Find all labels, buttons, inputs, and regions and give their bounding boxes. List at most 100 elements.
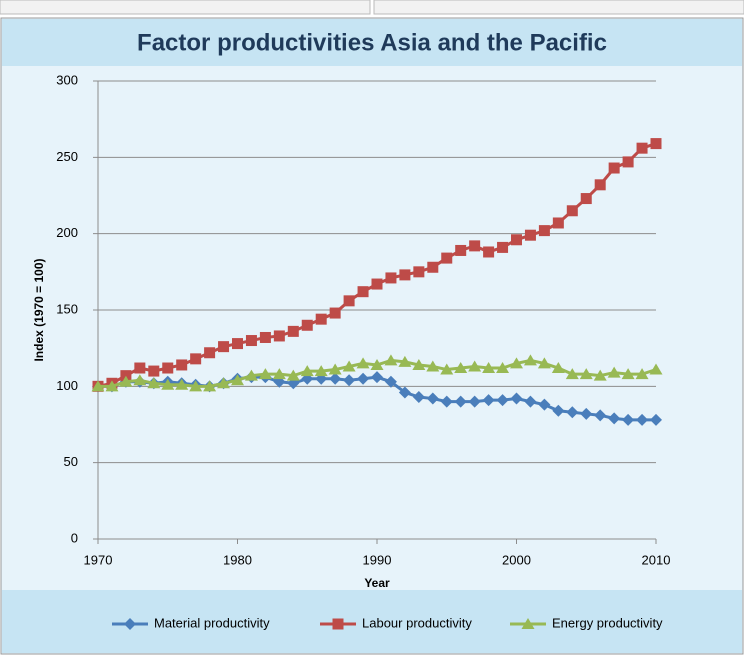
data-point: [427, 261, 439, 273]
y-tick-label: 50: [64, 454, 78, 469]
data-point: [483, 246, 495, 258]
data-point: [468, 395, 481, 408]
data-point: [147, 377, 161, 389]
data-point: [579, 368, 593, 380]
x-tick-label: 1980: [223, 552, 252, 567]
data-point: [175, 378, 189, 390]
data-point: [468, 360, 482, 372]
data-point: [176, 359, 188, 371]
data-point: [523, 354, 537, 366]
data-point: [496, 394, 509, 407]
data-point: [231, 374, 244, 386]
legend-label: Energy productivity: [552, 615, 663, 630]
data-point: [635, 368, 649, 380]
data-point: [232, 338, 243, 350]
data-point: [161, 378, 175, 390]
x-tick-label: 1990: [363, 552, 392, 567]
data-point: [189, 380, 203, 392]
y-tick-label: 0: [71, 530, 78, 545]
x-tick-label: 1970: [84, 552, 113, 567]
data-point: [357, 372, 370, 385]
data-point: [244, 369, 258, 381]
data-point: [357, 286, 369, 298]
data-point: [315, 313, 327, 325]
x-tick-label: 2000: [502, 552, 531, 567]
title-band: [2, 19, 742, 66]
data-point: [272, 368, 286, 380]
data-point: [454, 362, 468, 374]
legend-marker: [124, 618, 136, 630]
legend-marker: [521, 618, 535, 629]
data-point: [328, 363, 342, 375]
data-point: [356, 357, 370, 369]
data-point: [342, 360, 356, 372]
data-point: [524, 229, 536, 241]
data-point: [217, 377, 231, 389]
data-point: [454, 395, 467, 408]
data-point: [398, 355, 412, 367]
data-point: [91, 380, 105, 392]
data-point: [120, 370, 132, 382]
data-point: [636, 413, 649, 426]
data-point: [511, 234, 522, 246]
data-point: [455, 244, 467, 256]
legend-band: [2, 590, 742, 653]
data-point: [441, 252, 453, 264]
data-point: [204, 347, 216, 359]
data-point: [650, 413, 662, 426]
data-point: [286, 369, 300, 381]
y-tick-label: 100: [56, 378, 78, 393]
y-tick-label: 150: [56, 301, 78, 316]
data-point: [398, 386, 411, 399]
data-point: [650, 138, 662, 150]
data-point: [287, 325, 299, 337]
data-point: [594, 179, 606, 191]
y-tick-label: 300: [56, 72, 78, 87]
data-point: [133, 374, 147, 386]
y-tick-label: 250: [56, 149, 78, 164]
data-point: [594, 409, 607, 422]
data-point: [649, 363, 663, 375]
data-point: [566, 406, 579, 419]
data-point: [551, 362, 565, 374]
data-point: [621, 368, 635, 380]
data-point: [148, 365, 160, 377]
data-point: [510, 357, 523, 369]
data-point: [343, 374, 356, 387]
data-point: [203, 380, 217, 392]
data-point: [412, 391, 425, 404]
data-point: [105, 380, 119, 392]
y-tick-label: 200: [56, 225, 78, 240]
data-point: [162, 362, 174, 374]
data-point: [119, 375, 133, 387]
data-point: [580, 407, 593, 420]
data-point: [440, 395, 453, 408]
data-point: [370, 358, 384, 370]
data-point: [343, 295, 355, 307]
legend-label: Labour productivity: [362, 615, 472, 630]
chart-title: Factor productivities Asia and the Pacif…: [137, 29, 607, 56]
data-point: [469, 240, 481, 252]
data-point: [510, 392, 523, 405]
top-strip: [0, 0, 371, 15]
data-point: [593, 369, 607, 381]
data-point: [608, 162, 620, 174]
data-point: [259, 331, 271, 343]
data-point: [245, 335, 257, 347]
data-point: [413, 266, 425, 278]
data-point: [218, 341, 230, 353]
data-point: [190, 353, 202, 365]
data-point: [426, 360, 440, 372]
data-point: [538, 225, 550, 237]
data-point: [622, 156, 634, 168]
data-point: [314, 365, 328, 377]
data-point: [329, 372, 342, 385]
data-point: [371, 371, 383, 384]
data-point: [608, 412, 621, 425]
data-point: [426, 392, 439, 405]
data-point: [552, 217, 564, 229]
data-point: [385, 272, 397, 284]
y-axis-label: Index (1970 = 100): [32, 258, 46, 361]
data-point: [384, 375, 397, 388]
